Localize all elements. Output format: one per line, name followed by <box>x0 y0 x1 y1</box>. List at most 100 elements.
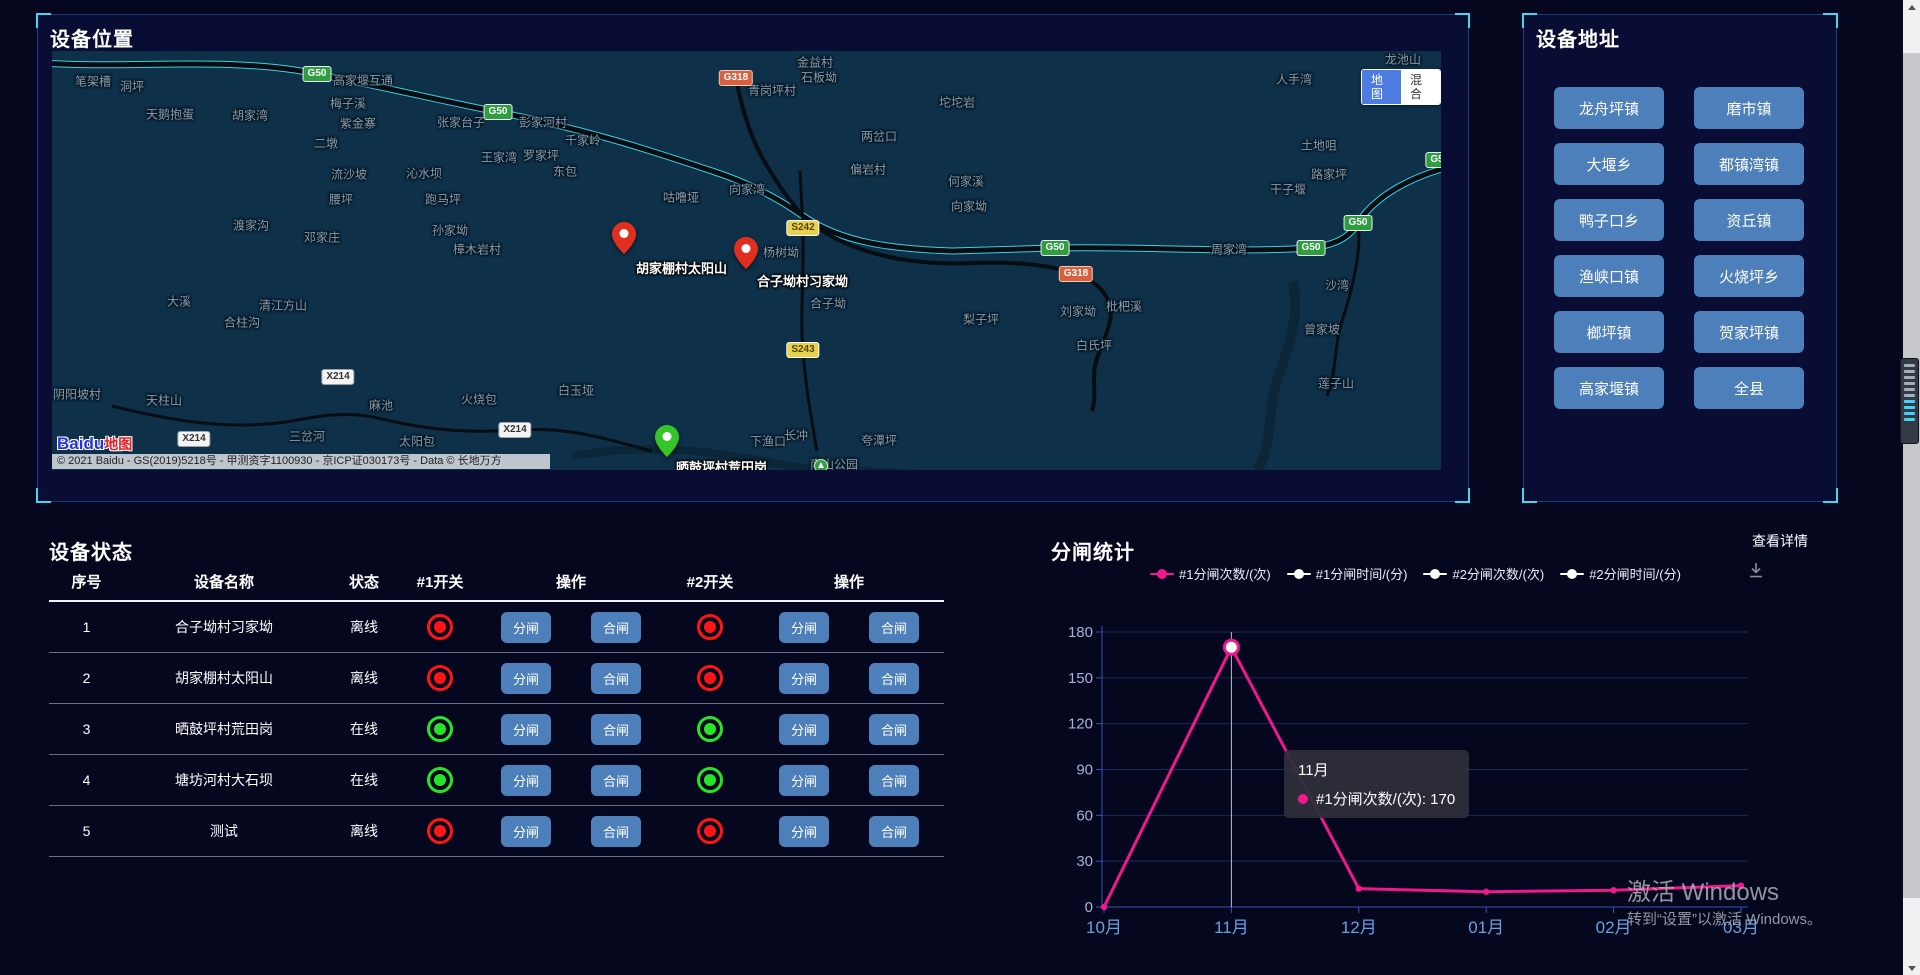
chart-legend: #1分闸次数/(次) #1分闸时间/(分) #2分闸次数/(次) #2分闸时间/(分) <box>1150 564 1681 583</box>
close-switch-button[interactable]: 合闸 <box>869 764 919 796</box>
map-marker-label: 晒鼓坪村荒田岗 <box>676 460 768 470</box>
status-table-header: 序号 设备名称 状态 #1开关 操作 #2开关 操作 <box>49 562 944 600</box>
map-place-label: 跑马坪 <box>424 192 462 207</box>
map-marker-pin[interactable] <box>734 237 758 269</box>
legend-label: #1分闸次数/(次) <box>1179 567 1271 582</box>
open-switch-button[interactable]: 分闸 <box>779 815 829 847</box>
open-switch-button[interactable]: 分闸 <box>501 764 551 796</box>
address-button[interactable]: 磨市镇 <box>1694 87 1804 129</box>
device-status: 离线 <box>350 823 378 839</box>
series-data-point <box>1610 886 1617 894</box>
switch1-status-indicator <box>427 665 453 691</box>
legend-item[interactable]: #1分闸次数/(次) <box>1150 564 1271 583</box>
map-place-label: 腰坪 <box>328 192 354 207</box>
road-badge: S242 <box>786 220 820 236</box>
map-place-label: 路家坪 <box>1310 167 1348 182</box>
scrollbar-up-arrow-icon[interactable] <box>1908 5 1916 10</box>
series-data-point <box>1737 882 1745 889</box>
legend-item[interactable]: #1分闸时间/(分) <box>1286 564 1408 583</box>
legend-item[interactable]: #2分闸时间/(分) <box>1560 564 1681 583</box>
map-marker-pin[interactable] <box>612 222 636 254</box>
map-type-control[interactable]: 地图 混合 <box>1361 69 1441 105</box>
map-place-label: 胡家湾 <box>231 108 269 123</box>
close-switch-button[interactable]: 合闸 <box>591 662 641 694</box>
address-button[interactable]: 鸭子口乡 <box>1554 199 1664 241</box>
park-icon <box>814 459 828 470</box>
map-place-label: 三岔河 <box>288 429 326 444</box>
baidu-logo[interactable]: Baidu地图 <box>57 435 132 452</box>
switch1-status-indicator <box>427 818 453 844</box>
scrollbar-thumb[interactable] <box>1903 53 1920 898</box>
close-switch-button[interactable]: 合闸 <box>869 713 919 745</box>
map-place-label: 笔架槽 <box>74 74 112 89</box>
close-switch-button[interactable]: 合闸 <box>591 815 641 847</box>
map-place-label: 梅子溪 <box>329 96 367 111</box>
switch2-status-indicator <box>697 665 723 691</box>
device-name: 测试 <box>210 823 238 839</box>
map-place-label: 白氏坪 <box>1075 338 1113 353</box>
map-marker-pin[interactable] <box>655 425 679 457</box>
address-button[interactable]: 都镇湾镇 <box>1694 143 1804 185</box>
address-button[interactable]: 贺家坪镇 <box>1694 311 1804 353</box>
map-marker-label: 胡家棚村太阳山 <box>636 261 728 276</box>
close-switch-button[interactable]: 合闸 <box>591 713 641 745</box>
address-button[interactable]: 火烧坪乡 <box>1694 255 1804 297</box>
road-badge: X214 <box>498 422 532 438</box>
address-button[interactable]: 高家堰镇 <box>1554 367 1664 409</box>
open-switch-button[interactable]: 分闸 <box>779 764 829 796</box>
address-button[interactable]: 资丘镇 <box>1694 199 1804 241</box>
y-axis-label: 90 <box>1076 762 1093 779</box>
view-details-link[interactable]: 查看详情 <box>1752 533 1808 549</box>
address-button[interactable]: 渔峡口镇 <box>1554 255 1664 297</box>
map-place-label: 何家溪 <box>947 174 985 189</box>
map-place-label: 梨子坪 <box>962 312 1000 327</box>
baidu-logo-suffix: 地图 <box>104 436 133 452</box>
close-switch-button[interactable]: 合闸 <box>591 764 641 796</box>
address-button[interactable]: 全县 <box>1694 367 1804 409</box>
legend-label: #2分闸次数/(次) <box>1452 567 1545 582</box>
status-column-header: 序号 <box>71 573 102 591</box>
address-button[interactable]: 榔坪镇 <box>1554 311 1664 353</box>
open-switch-button[interactable]: 分闸 <box>779 713 829 745</box>
trip-stats-chart[interactable]: 0 30 60 90 120 150 180 10月 11月 12月 01月 02月 03月 <box>1058 600 1818 950</box>
map-type-map-button[interactable]: 地图 <box>1362 70 1401 104</box>
close-switch-button[interactable]: 合闸 <box>869 662 919 694</box>
device-name: 胡家棚村太阳山 <box>175 670 273 686</box>
open-switch-button[interactable]: 分闸 <box>501 815 551 847</box>
map-place-label: 咕噜垭 <box>662 190 700 205</box>
address-button[interactable]: 龙舟坪镇 <box>1554 87 1664 129</box>
address-button[interactable]: 大堰乡 <box>1554 143 1664 185</box>
map-canvas[interactable]: 笔架槽 洞坪 天鹅抱蛋 胡家湾 高家堰互通 梅子溪 紫金寨 二墩 流沙坡 沁水坝 腰坪 跑马坪 渡家沟邓… <box>52 51 1441 470</box>
status-column-header: 操作 <box>833 573 864 591</box>
close-switch-button[interactable]: 合闸 <box>869 611 919 643</box>
row-index: 5 <box>82 823 91 839</box>
open-switch-button[interactable]: 分闸 <box>779 662 829 694</box>
open-switch-button[interactable]: 分闸 <box>501 662 551 694</box>
close-switch-button[interactable]: 合闸 <box>869 815 919 847</box>
close-switch-button[interactable]: 合闸 <box>591 611 641 643</box>
row-index: 3 <box>82 721 91 737</box>
legend-label: #1分闸时间/(分) <box>1315 567 1408 582</box>
panel-corner-decoration <box>1823 13 1838 28</box>
map-place-label: 阴阳坡村 <box>52 387 102 402</box>
x-axis-label: 01月 <box>1468 918 1504 937</box>
map-place-label: 孙家坳 <box>431 223 469 238</box>
map-place-label: 石板坳 <box>800 70 838 85</box>
series-data-point <box>1100 903 1108 911</box>
legend-item[interactable]: #2分闸次数/(次) <box>1423 564 1544 583</box>
tooltip-entry-text: #1分闸次数/(次): 170 <box>1316 791 1456 808</box>
scroll-marker-widget[interactable] <box>1900 358 1919 444</box>
legend-marker-icon <box>1560 568 1585 579</box>
open-switch-button[interactable]: 分闸 <box>779 611 829 643</box>
download-icon[interactable] <box>1746 560 1766 585</box>
open-switch-button[interactable]: 分闸 <box>501 611 551 643</box>
scrollbar-down-arrow-icon[interactable] <box>1908 966 1916 971</box>
panel-corner-decoration <box>1455 488 1470 503</box>
map-place-label: 洞坪 <box>119 79 145 94</box>
legend-marker-icon <box>1150 568 1174 579</box>
open-switch-button[interactable]: 分闸 <box>501 713 551 745</box>
map-place-label: 偏岩村 <box>849 162 887 177</box>
status-column-header: 状态 <box>348 573 379 591</box>
legend-marker-icon <box>1286 568 1311 579</box>
map-type-hybrid-button[interactable]: 混合 <box>1401 70 1440 104</box>
